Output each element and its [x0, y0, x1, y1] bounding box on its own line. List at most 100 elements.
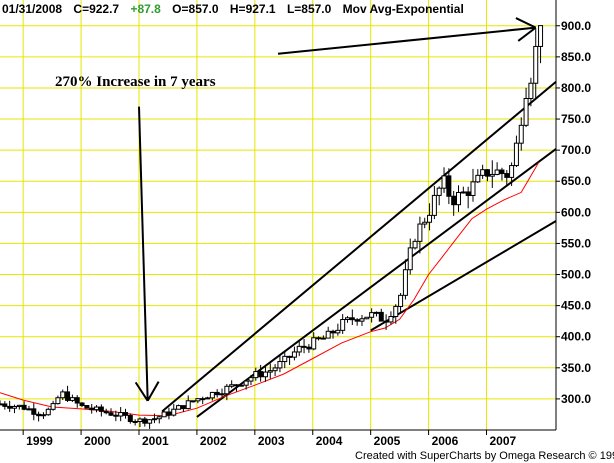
y-tick-label: 750.0: [561, 112, 591, 126]
candle-body: [311, 337, 317, 350]
candle-body: [306, 346, 312, 350]
candle-body: [118, 412, 124, 417]
candle-body: [460, 191, 466, 194]
candle-body: [31, 408, 37, 415]
candle-body: [0, 403, 3, 406]
moving-average-line: [0, 162, 540, 417]
candle-body: [402, 269, 408, 296]
candle-body: [122, 412, 128, 416]
candle-body: [214, 391, 220, 396]
x-tick-label: 2007: [490, 434, 517, 448]
candle-body: [484, 169, 490, 177]
candle-body: [393, 305, 399, 318]
candle-body: [94, 406, 100, 411]
candle-body: [378, 311, 384, 322]
candle-body: [427, 214, 433, 223]
candle-body: [132, 421, 138, 424]
candle-body: [200, 398, 206, 401]
arrow-shaft: [138, 106, 149, 401]
arrow-shaft: [277, 26, 536, 55]
candle-body: [36, 413, 42, 417]
candle-body: [291, 351, 297, 358]
candle-body: [359, 318, 365, 322]
candle-body: [499, 169, 505, 175]
candle-body: [364, 316, 370, 320]
header-date: 01/31/2008: [2, 2, 62, 16]
candle-body: [262, 371, 268, 378]
candle-body: [180, 405, 186, 410]
x-tick-labels: 1999 2000 2001 2002 2003 2004 2005 2006 2007: [22, 430, 517, 448]
candle-body: [533, 45, 539, 84]
x-tick-label: 2003: [258, 434, 285, 448]
candle-body: [195, 398, 201, 402]
candle-body: [209, 391, 215, 399]
candle-body: [98, 406, 104, 412]
x-tick-label: 2002: [200, 434, 227, 448]
arrow-head: [515, 17, 537, 29]
y-tick-label: 650.0: [561, 174, 591, 188]
candle-body: [383, 320, 389, 323]
candle-body: [538, 25, 544, 47]
grid: [0, 0, 556, 430]
y-tick-labels: 300.0 350.0 400.0 450.0 500.0 550.0 600.0 650.0…: [556, 19, 591, 406]
candle-body: [127, 414, 133, 423]
candle-body: [316, 337, 322, 340]
footer-credit: Created with SuperCharts by Omega Resear…: [355, 450, 614, 462]
candle-body: [55, 397, 61, 405]
header-change: +87.8: [130, 2, 161, 16]
candle-body: [113, 414, 119, 417]
candle-body: [137, 418, 143, 423]
x-tick-label: 2000: [84, 434, 111, 448]
x-tick-label: 2005: [374, 434, 401, 448]
x-tick-label: 2001: [142, 434, 169, 448]
candle-body: [151, 418, 157, 421]
candle-body: [373, 311, 379, 314]
candle-body: [301, 345, 307, 348]
header-close: C=922.7: [73, 2, 119, 16]
arrow-head: [517, 26, 537, 42]
candle-body: [16, 404, 22, 407]
candle-body: [388, 316, 394, 323]
candle-body: [224, 385, 230, 395]
candle-body: [45, 408, 51, 416]
arrow-head: [134, 381, 149, 402]
y-tick-label: 850.0: [561, 50, 591, 64]
candle-body: [528, 82, 534, 100]
x-tick-label: 2006: [432, 434, 459, 448]
candle-body: [176, 405, 182, 410]
candle-body: [11, 405, 17, 409]
candle-body: [84, 405, 90, 409]
candle-body: [523, 98, 529, 126]
candle-body: [248, 377, 254, 382]
header-low: L=857.0: [287, 2, 332, 16]
candle-body: [2, 403, 8, 407]
candle-body: [282, 355, 288, 363]
candle-body: [142, 418, 148, 424]
trendline: [370, 220, 557, 332]
candle-body: [190, 400, 196, 403]
candlesticks: [0, 25, 544, 429]
candle-body: [446, 175, 452, 197]
candle-body: [243, 380, 249, 386]
candle-body: [161, 411, 167, 418]
trendline: [161, 80, 557, 413]
y-tick-label: 800.0: [561, 81, 591, 95]
y-tick-label: 450.0: [561, 299, 591, 313]
candle-body: [74, 397, 80, 404]
header-indicator: Mov Avg-Exponential: [343, 2, 464, 16]
candle-body: [349, 317, 355, 321]
candle-body: [431, 194, 437, 216]
candle-body: [489, 173, 495, 177]
candle-body: [253, 371, 259, 379]
candle-body: [518, 124, 524, 144]
candle-body: [60, 391, 66, 399]
candle-body: [412, 240, 418, 249]
y-tick-label: 900.0: [561, 19, 591, 33]
candle-body: [398, 294, 404, 307]
candle-body: [233, 384, 239, 387]
candle-body: [205, 397, 211, 400]
candle-body: [108, 412, 114, 416]
y-tick-label: 400.0: [561, 330, 591, 344]
candle-body: [436, 187, 442, 196]
